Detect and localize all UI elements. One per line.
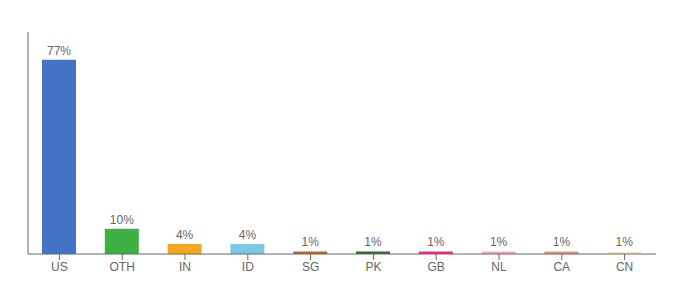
svg-text:1%: 1% <box>553 235 571 249</box>
svg-text:PK: PK <box>365 260 381 274</box>
svg-text:ID: ID <box>242 260 254 274</box>
svg-text:77%: 77% <box>47 44 71 58</box>
svg-text:4%: 4% <box>239 228 257 242</box>
svg-text:OTH: OTH <box>110 260 135 274</box>
svg-text:10%: 10% <box>110 213 134 227</box>
svg-text:CA: CA <box>553 260 570 274</box>
svg-text:1%: 1% <box>364 235 382 249</box>
svg-text:4%: 4% <box>176 228 194 242</box>
svg-text:IN: IN <box>179 260 191 274</box>
svg-text:1%: 1% <box>616 235 634 249</box>
svg-text:1%: 1% <box>302 235 320 249</box>
svg-text:1%: 1% <box>490 235 508 249</box>
svg-text:SG: SG <box>302 260 319 274</box>
svg-text:CN: CN <box>616 260 633 274</box>
svg-text:1%: 1% <box>427 235 445 249</box>
svg-text:NL: NL <box>491 260 507 274</box>
svg-text:US: US <box>51 260 68 274</box>
svg-text:GB: GB <box>428 260 445 274</box>
